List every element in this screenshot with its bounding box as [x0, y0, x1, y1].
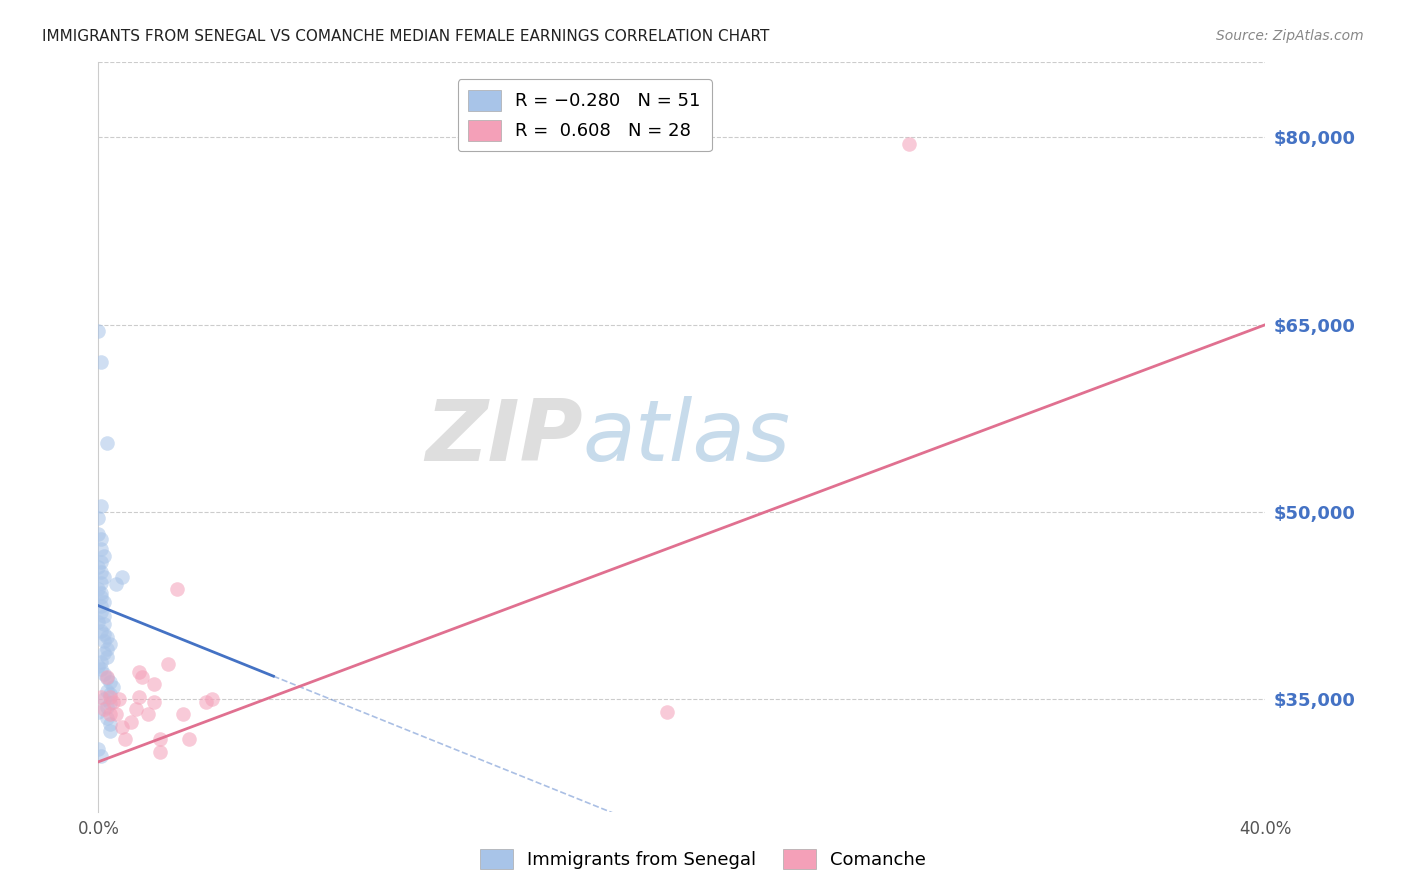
Point	[87, 658, 110, 673]
Point	[98, 696, 121, 710]
Point	[128, 665, 150, 679]
Point	[93, 595, 115, 609]
Point	[96, 642, 118, 657]
Point	[87, 742, 110, 756]
Point	[90, 542, 112, 557]
Point	[87, 615, 110, 629]
Point	[104, 577, 127, 591]
Point	[101, 695, 124, 709]
Point	[93, 627, 115, 641]
Point	[90, 499, 112, 513]
Text: ZIP: ZIP	[425, 395, 582, 479]
Point	[142, 695, 165, 709]
Point	[128, 690, 150, 704]
Point	[93, 692, 115, 706]
Point	[90, 662, 112, 676]
Point	[104, 707, 127, 722]
Point	[166, 582, 188, 597]
Point	[90, 565, 112, 579]
Text: atlas: atlas	[582, 395, 790, 479]
Point	[93, 633, 115, 648]
Point	[90, 599, 112, 613]
Point	[142, 677, 165, 691]
Point	[98, 637, 121, 651]
Point	[87, 705, 110, 719]
Point	[90, 624, 112, 638]
Point	[90, 590, 112, 604]
Point	[87, 560, 110, 574]
Text: Source: ZipAtlas.com: Source: ZipAtlas.com	[1216, 29, 1364, 43]
Point	[98, 723, 121, 738]
Point	[98, 690, 121, 704]
Point	[93, 667, 115, 681]
Point	[149, 745, 172, 759]
Point	[172, 707, 194, 722]
Point	[131, 670, 153, 684]
Point	[93, 702, 115, 716]
Point	[90, 355, 112, 369]
Point	[201, 692, 224, 706]
Point	[114, 732, 136, 747]
Point	[96, 630, 118, 644]
Point	[101, 680, 124, 694]
Point	[90, 748, 112, 763]
Point	[98, 707, 121, 722]
Point	[898, 136, 921, 151]
Point	[149, 732, 172, 747]
Point	[93, 646, 115, 660]
Point	[96, 683, 118, 698]
Point	[96, 699, 118, 714]
Point	[90, 576, 112, 591]
Point	[195, 695, 218, 709]
Point	[657, 705, 679, 719]
Point	[96, 436, 118, 450]
Point	[87, 582, 110, 597]
Point	[93, 608, 115, 623]
Legend: R = −0.280   N = 51, R =  0.608   N = 28: R = −0.280 N = 51, R = 0.608 N = 28	[457, 79, 711, 152]
Point	[93, 570, 115, 584]
Point	[90, 655, 112, 669]
Point	[90, 605, 112, 619]
Point	[157, 657, 180, 672]
Point	[90, 690, 112, 704]
Point	[96, 671, 118, 685]
Point	[87, 511, 110, 525]
Point	[111, 720, 134, 734]
Point	[98, 717, 121, 731]
Point	[93, 617, 115, 632]
Point	[90, 586, 112, 600]
Point	[136, 707, 159, 722]
Legend: Immigrants from Senegal, Comanche: Immigrants from Senegal, Comanche	[471, 839, 935, 879]
Point	[120, 714, 142, 729]
Point	[96, 649, 118, 664]
Point	[98, 674, 121, 689]
Point	[90, 555, 112, 569]
Point	[96, 711, 118, 725]
Point	[108, 692, 131, 706]
Point	[96, 670, 118, 684]
Point	[111, 570, 134, 584]
Point	[90, 533, 112, 547]
Point	[87, 324, 110, 338]
Point	[125, 702, 148, 716]
Point	[177, 732, 200, 747]
Point	[93, 549, 115, 563]
Text: IMMIGRANTS FROM SENEGAL VS COMANCHE MEDIAN FEMALE EARNINGS CORRELATION CHART: IMMIGRANTS FROM SENEGAL VS COMANCHE MEDI…	[42, 29, 769, 44]
Point	[98, 687, 121, 701]
Point	[87, 527, 110, 541]
